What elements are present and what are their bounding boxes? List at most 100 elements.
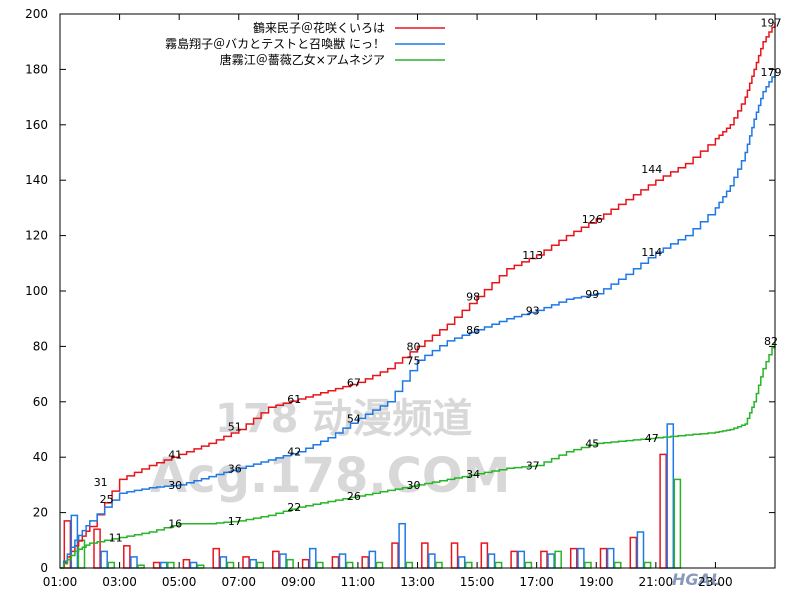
bar: [584, 561, 592, 569]
bar: [249, 558, 257, 569]
y-tick-label: 160: [25, 118, 48, 132]
bar: [272, 550, 280, 569]
bar: [517, 550, 526, 569]
data-label: 47: [645, 432, 659, 445]
series-line: [60, 72, 776, 569]
y-tick-label: 180: [25, 62, 48, 76]
x-tick-label: 15:00: [460, 575, 495, 589]
watermark-line2: Acg.178.COM: [150, 448, 510, 504]
bar: [421, 542, 429, 569]
bar: [510, 550, 518, 569]
bar: [673, 478, 682, 569]
x-tick-label: 07:00: [221, 575, 256, 589]
data-label: 41: [168, 448, 182, 461]
y-tick-label: 40: [33, 450, 48, 464]
x-tick-label: 13:00: [400, 575, 435, 589]
bar: [629, 536, 638, 569]
data-label: 179: [761, 66, 782, 79]
series-line: [60, 340, 776, 569]
data-label: 114: [641, 246, 662, 259]
bar: [286, 558, 294, 569]
bar: [159, 561, 168, 569]
x-tick-label: 21:00: [639, 575, 674, 589]
watermark-corner: HGAL: [672, 570, 721, 589]
x-tick-label: 05:00: [162, 575, 197, 589]
bar: [480, 542, 489, 569]
bar: [464, 561, 473, 569]
x-tick-label: 17:00: [519, 575, 554, 589]
bar: [100, 550, 108, 569]
bar: [494, 561, 503, 569]
data-label: 11: [109, 532, 123, 545]
data-label: 37: [526, 460, 540, 473]
bar: [428, 553, 436, 569]
bar: [368, 550, 377, 569]
x-tick-label: 19:00: [579, 575, 614, 589]
bar: [93, 528, 101, 569]
bar: [577, 547, 585, 569]
data-label: 80: [407, 340, 421, 353]
data-label: 17: [228, 515, 242, 528]
data-label: 22: [287, 501, 301, 514]
bar: [554, 550, 562, 569]
bar-layer: [63, 423, 682, 569]
data-label: 144: [641, 163, 662, 176]
bar: [643, 561, 652, 569]
x-tick-label: 01:00: [43, 575, 78, 589]
bar: [450, 542, 459, 569]
bar: [189, 561, 198, 569]
bar: [316, 561, 324, 569]
data-label: 197: [761, 16, 782, 29]
data-label: 36: [228, 462, 242, 475]
bar: [338, 553, 347, 569]
bar: [547, 553, 555, 569]
bar: [182, 558, 191, 569]
y-tick-label: 140: [25, 173, 48, 187]
bar: [256, 561, 265, 569]
data-label: 31: [94, 476, 108, 489]
bar: [279, 553, 287, 569]
bar: [152, 561, 161, 569]
watermark: 178 动漫频道 Acg.178.COM HGAL: [150, 396, 721, 589]
bar: [361, 556, 370, 569]
data-label: 67: [347, 376, 361, 389]
bar: [405, 561, 414, 569]
data-label: 98: [466, 291, 480, 304]
data-label: 51: [228, 421, 242, 434]
legend-label: 鶴来民子＠花咲くいろは: [253, 20, 385, 35]
bar: [636, 531, 645, 569]
x-tick-label: 11:00: [341, 575, 376, 589]
bar: [457, 556, 466, 569]
bar: [398, 522, 406, 569]
bar: [659, 453, 667, 569]
bar: [212, 547, 221, 569]
data-label: 75: [407, 354, 421, 367]
bar: [666, 423, 675, 569]
bar: [226, 561, 235, 569]
x-tick-label: 09:00: [281, 575, 316, 589]
bar: [308, 547, 317, 569]
bar: [219, 556, 228, 569]
legend-label: 唐霧江＠薔薇乙女×アムネジア: [220, 52, 385, 67]
data-label: 34: [466, 468, 480, 481]
data-label: 42: [287, 446, 301, 459]
bar: [130, 556, 138, 569]
data-label: 16: [168, 518, 182, 531]
series-line: [60, 22, 776, 569]
bar: [540, 550, 548, 569]
data-label: 113: [522, 249, 543, 262]
bar: [331, 556, 340, 569]
bar: [375, 561, 384, 569]
data-label: 86: [466, 324, 480, 337]
bar: [123, 545, 131, 569]
bar: [301, 558, 310, 569]
bar: [487, 553, 496, 569]
data-label: 93: [526, 304, 540, 317]
y-tick-label: 120: [25, 229, 48, 243]
bar: [242, 556, 250, 569]
x-tick-label: 03:00: [102, 575, 137, 589]
line-layer: [60, 22, 776, 569]
bar: [107, 561, 116, 569]
y-tick-label: 60: [33, 395, 48, 409]
